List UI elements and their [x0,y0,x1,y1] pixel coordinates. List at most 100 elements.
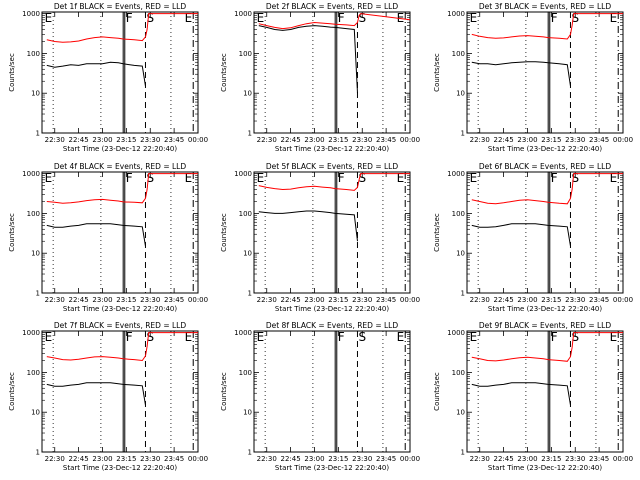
x-tick-label: 23:30 [140,296,160,304]
panel-title: Det 9f BLACK = Events, RED = LLD [479,321,612,330]
y-axis-label: Counts/sec [433,213,441,252]
marker-e: E [45,171,53,185]
plot-frame [253,11,411,134]
y-tick-label: 1000 [234,10,252,18]
plot-frame [466,330,624,453]
y-tick-label: 10 [243,250,252,258]
y-tick-label: 10 [243,90,252,98]
y-axis-label: Counts/sec [220,53,228,92]
x-tick-label: 23:15 [541,296,561,304]
y-axis-label: Counts/sec [220,213,228,252]
marker-s: S [358,11,366,25]
lld-series-line [471,173,623,205]
events-series-line [46,223,146,247]
y-axis-label: Counts/sec [433,53,441,92]
y-tick-label: 100 [452,210,465,218]
panel-title: Det 1f BLACK = Events, RED = LLD [54,2,187,11]
y-tick-label: 1 [36,290,40,298]
panel-9: Det 9f BLACK = Events, RED = LLD 1 10 100 10… [433,321,633,472]
marker-e: E [257,330,265,344]
x-tick-label: 23:15 [541,136,561,144]
x-tick-label: 22:45 [69,455,89,463]
marker-e: E [397,330,405,344]
y-tick-label: 10 [31,409,40,417]
plot-frame [41,11,199,134]
y-tick-label: 1 [461,449,465,457]
x-axis-label: Start Time (23-Dec-12 22:20:40) [275,305,389,313]
marker-f: F [338,171,345,185]
marker-f: F [551,11,558,25]
x-tick-label: 00:00 [613,136,633,144]
marker-s: S [146,11,154,25]
x-tick-label: 23:30 [565,296,585,304]
x-tick-label: 00:00 [188,455,208,463]
x-axis-label: Start Time (23-Dec-12 22:20:40) [63,305,177,313]
x-tick-label: 22:30 [470,296,490,304]
lld-series-line [46,173,198,204]
y-tick-label: 100 [452,50,465,58]
y-tick-label: 10 [31,250,40,258]
marker-f: F [551,171,558,185]
y-tick-label: 1 [461,290,465,298]
x-tick-label: 22:45 [281,136,301,144]
marker-e: E [610,11,618,25]
plot-frame [41,330,199,453]
x-tick-label: 22:45 [281,296,301,304]
panel-1: Det 1f BLACK = Events, RED = LLD 1 10 100 10… [8,2,208,153]
panel-title: Det 5f BLACK = Events, RED = LLD [266,162,399,171]
x-tick-label: 23:45 [164,296,184,304]
x-tick-label: 22:45 [69,296,89,304]
x-tick-label: 23:15 [328,136,348,144]
y-axis-label: Counts/sec [220,372,228,411]
panel-title: Det 3f BLACK = Events, RED = LLD [479,2,612,11]
x-axis-label: Start Time (23-Dec-12 22:20:40) [63,145,177,153]
x-tick-label: 23:30 [565,136,585,144]
x-axis-label: Start Time (23-Dec-12 22:20:40) [488,464,602,472]
x-tick-label: 22:45 [494,296,514,304]
marker-s: S [358,330,366,344]
x-tick-label: 23:00 [92,455,112,463]
y-tick-label: 100 [27,50,40,58]
panel-8: Det 8f BLACK = Events, RED = LLD 1 10 100 10… [220,321,420,472]
y-tick-label: 10 [456,90,465,98]
x-tick-label: 23:45 [164,136,184,144]
marker-f: F [338,11,345,25]
marker-e: E [257,171,265,185]
marker-e: E [185,11,193,25]
marker-s: S [571,171,579,185]
y-tick-label: 100 [239,50,252,58]
panel-title: Det 6f BLACK = Events, RED = LLD [479,162,612,171]
y-tick-label: 100 [239,210,252,218]
panel-title: Det 4f BLACK = Events, RED = LLD [54,162,187,171]
x-tick-label: 23:30 [140,136,160,144]
events-series-line [258,210,358,242]
panel-7: Det 7f BLACK = Events, RED = LLD 1 10 100 10… [8,321,208,472]
lld-series-line [46,332,198,362]
y-tick-label: 10 [456,409,465,417]
y-tick-label: 100 [27,210,40,218]
marker-e: E [45,11,53,25]
y-tick-label: 1 [461,130,465,138]
y-axis-label: Counts/sec [8,53,16,92]
events-series-line [471,61,571,87]
x-tick-label: 22:30 [470,455,490,463]
marker-s: S [571,11,579,25]
lld-series-line [471,13,623,40]
x-tick-label: 23:45 [376,296,396,304]
y-tick-label: 1000 [234,170,252,178]
x-tick-label: 23:30 [352,136,372,144]
x-tick-label: 23:00 [92,296,112,304]
y-tick-label: 1 [248,449,252,457]
marker-e: E [610,171,618,185]
y-axis-label: Counts/sec [433,372,441,411]
x-axis-label: Start Time (23-Dec-12 22:20:40) [275,145,389,153]
x-tick-label: 23:30 [352,296,372,304]
marker-e: E [470,330,478,344]
x-tick-label: 23:30 [140,455,160,463]
plot-frame [253,171,411,294]
x-tick-label: 23:00 [517,455,537,463]
marker-s: S [146,171,154,185]
plot-frame [466,171,624,294]
marker-f: F [338,330,345,344]
x-tick-label: 22:30 [470,136,490,144]
